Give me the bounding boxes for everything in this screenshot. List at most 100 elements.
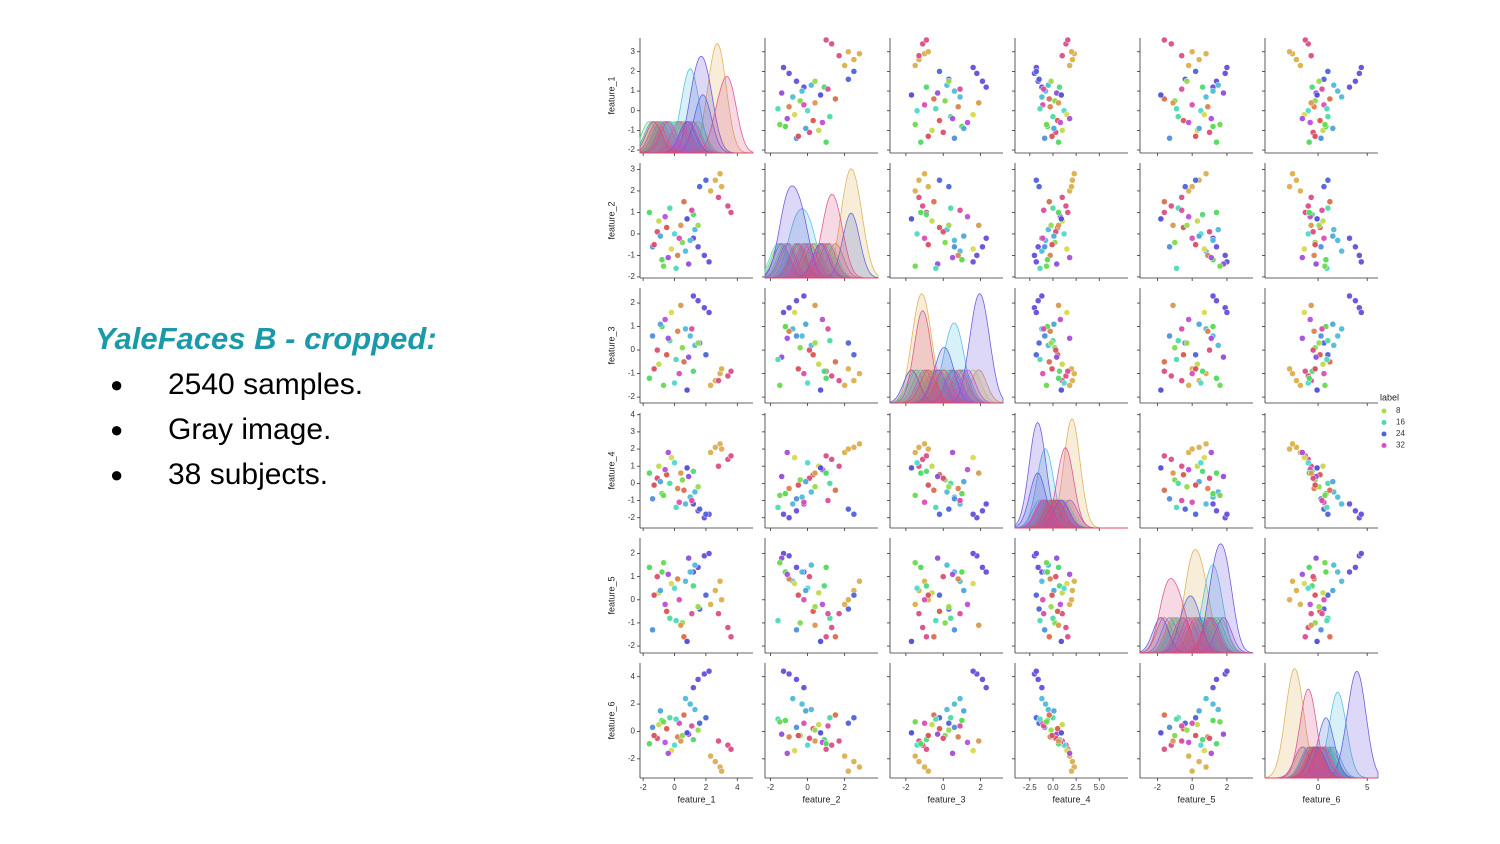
x-tick-label: 5 <box>1365 783 1370 792</box>
scatter-point <box>958 717 966 724</box>
scatter-point <box>1157 91 1165 99</box>
scatter-point <box>911 62 919 69</box>
scatter-point <box>1214 226 1222 233</box>
scatter-point <box>1206 474 1213 482</box>
scatter-point <box>674 328 681 335</box>
scatter-point <box>811 302 819 309</box>
scatter-point <box>798 700 806 708</box>
scatter-point <box>1199 736 1206 743</box>
scatter-point <box>1161 36 1168 44</box>
scatter-point <box>1324 337 1332 344</box>
scatter-point <box>917 564 925 571</box>
scatter-point <box>1033 68 1040 75</box>
scatter-point <box>690 736 697 743</box>
scatter-point <box>1057 601 1064 608</box>
scatter-point <box>1161 452 1168 460</box>
scatter-point <box>1206 346 1213 354</box>
scatter-point <box>1036 265 1044 272</box>
scatter-point <box>1185 316 1192 323</box>
scatter-point <box>824 722 832 730</box>
scatter-point <box>654 573 661 580</box>
scatter-point <box>1049 615 1057 622</box>
scatter-point <box>982 568 990 576</box>
scatter-point <box>1356 70 1363 77</box>
scatter-point <box>845 596 852 604</box>
scatter-point <box>796 344 804 351</box>
scatter-point <box>1192 133 1199 140</box>
scatter-point <box>1058 127 1066 134</box>
scatter-point <box>949 750 956 757</box>
scatter-point <box>1208 449 1215 456</box>
scatter-point <box>657 478 664 485</box>
scatter-point <box>947 615 954 622</box>
scatter-point <box>850 351 858 359</box>
scatter-point <box>1192 481 1199 489</box>
scatter-point <box>716 578 724 585</box>
scatter-point <box>1169 469 1177 477</box>
x-tick-label: -2 <box>640 783 648 792</box>
legend-marker <box>1381 408 1387 414</box>
y-tick-label: 1 <box>631 322 636 331</box>
y-tick-label: -1 <box>628 126 636 135</box>
scatter-point <box>707 601 714 608</box>
scatter-point <box>1306 601 1314 608</box>
scatter-point <box>921 719 928 727</box>
bullet-dot: ● <box>110 417 123 442</box>
scatter-point <box>785 733 793 741</box>
scatter-point <box>982 234 990 242</box>
y-axis-label: feature_6 <box>606 701 616 739</box>
scatter-point <box>921 170 928 177</box>
scatter-point <box>969 111 977 118</box>
scatter-point <box>677 222 685 229</box>
scatter-point <box>822 375 830 382</box>
scatter-point <box>925 445 932 453</box>
scatter-point <box>1299 115 1306 122</box>
y-tick-label: -1 <box>628 618 636 627</box>
scatter-point <box>856 440 863 448</box>
scatter-point <box>919 624 926 631</box>
scatter-point <box>1058 215 1065 223</box>
scatter-point <box>685 554 692 562</box>
scatter-point <box>845 767 852 775</box>
scatter-point <box>1324 176 1332 184</box>
scatter-point <box>661 466 669 473</box>
scatter-point <box>1304 459 1312 467</box>
scatter-point <box>800 101 808 109</box>
scatter-point <box>945 505 953 513</box>
scatter-point <box>1185 752 1192 760</box>
kde-curve <box>1265 746 1378 779</box>
scatter-point <box>1209 323 1217 330</box>
scatter-point <box>1036 617 1044 624</box>
scatter-point <box>716 170 724 177</box>
scatter-point <box>785 103 793 111</box>
scatter-point <box>1293 587 1300 594</box>
scatter-point <box>1214 706 1222 713</box>
scatter-point <box>808 81 815 89</box>
scatter-point <box>715 377 722 384</box>
scatter-point <box>802 707 810 715</box>
scatter-point <box>954 733 962 741</box>
scatter-point <box>1047 77 1055 85</box>
scatter-point <box>1214 81 1222 89</box>
scatter-point <box>808 561 815 569</box>
scatter-point <box>1209 237 1217 244</box>
scatter-point <box>925 481 932 489</box>
scatter-point <box>646 564 653 571</box>
scatter-point <box>1033 258 1040 266</box>
scatter-point <box>856 370 863 377</box>
scatter-point <box>936 608 943 615</box>
scatter-point <box>908 638 915 645</box>
scatter-point <box>815 127 822 134</box>
scatter-point <box>686 568 694 576</box>
scatter-point <box>954 252 962 259</box>
scatter-point <box>1307 621 1315 629</box>
scatter-point <box>828 40 835 48</box>
scatter-point <box>785 514 793 521</box>
scatter-point <box>1209 684 1217 691</box>
scatter-point <box>683 729 691 737</box>
scatter-point <box>793 626 800 634</box>
scatter-point <box>856 578 863 585</box>
scatter-point <box>915 194 923 201</box>
scatter-point <box>808 488 815 496</box>
